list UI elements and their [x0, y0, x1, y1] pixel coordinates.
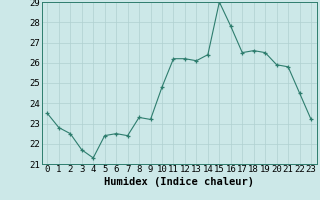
X-axis label: Humidex (Indice chaleur): Humidex (Indice chaleur): [104, 177, 254, 187]
